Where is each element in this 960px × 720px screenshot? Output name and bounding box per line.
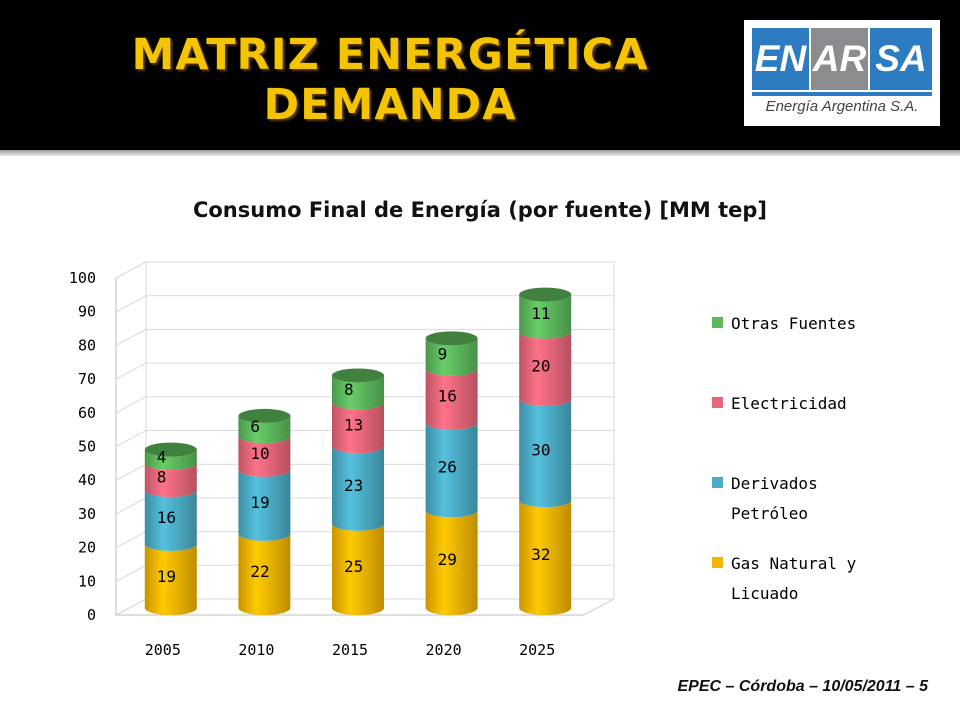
- logo-part-en: EN: [752, 28, 809, 90]
- gridline: [115, 295, 614, 313]
- y-tick-label: 40: [78, 471, 96, 489]
- data-label: 11: [531, 304, 550, 323]
- data-label: 23: [344, 476, 363, 495]
- bar-segment: [144, 543, 197, 615]
- bar-segment: [332, 523, 384, 615]
- x-tick-label: 2010: [238, 641, 274, 659]
- data-label: 16: [157, 508, 176, 527]
- slide-footer: EPEC – Córdoba – 10/05/2011 – 5: [677, 678, 929, 695]
- y-tick-label: 10: [78, 572, 96, 590]
- chart-title: Consumo Final de Energía (por fuente) [M…: [192, 198, 768, 222]
- x-tick-label: 2005: [145, 641, 181, 659]
- bar-segment: [238, 415, 291, 444]
- slide-title-line-2: DEMANDA: [263, 80, 517, 130]
- legend-swatch: [712, 317, 723, 328]
- bar-segment: [425, 338, 478, 376]
- bar-segment: [332, 375, 384, 410]
- data-label: 19: [157, 567, 176, 586]
- y-tick-label: 70: [78, 370, 96, 388]
- bar-segment: [425, 422, 478, 518]
- y-tick-label: 30: [78, 505, 96, 523]
- enarsa-logo: EN AR SA Energía Argentina S.A.: [744, 20, 940, 126]
- y-tick-label: 20: [78, 539, 96, 557]
- bar-segment: [519, 399, 572, 508]
- gridline: [115, 328, 614, 346]
- logo-part-sa: SA: [870, 28, 932, 90]
- data-label: 26: [438, 457, 457, 476]
- bar-segment: [238, 533, 291, 615]
- data-label: 20: [531, 356, 550, 375]
- bar-segment: [238, 436, 291, 477]
- legend-label: Electricidad: [731, 394, 847, 413]
- legend-label: Gas Natural y: [731, 554, 857, 573]
- header-divider: [0, 150, 960, 156]
- legend-swatch: [712, 397, 723, 408]
- logo-subtitle: Energía Argentina S.A.: [765, 98, 919, 115]
- gridline: [115, 261, 614, 279]
- data-label: 29: [438, 550, 457, 569]
- y-tick-label: 60: [78, 404, 96, 422]
- bar-segment: [144, 449, 197, 471]
- x-tick-label: 2025: [519, 641, 555, 659]
- bar-segment: [519, 294, 572, 339]
- legend-label: Licuado: [731, 584, 798, 603]
- data-label: 32: [531, 545, 550, 564]
- bar-cap: [238, 408, 291, 423]
- legend-label: Otras Fuentes: [731, 314, 856, 333]
- slide-title-line-1: MATRIZ ENERGÉTICA: [131, 30, 649, 80]
- bar-segment: [519, 331, 572, 407]
- bar-segment: [425, 368, 478, 430]
- bar-segment: [238, 469, 291, 541]
- logo-part-ar: AR: [811, 28, 868, 90]
- x-tick-label: 2015: [332, 641, 368, 659]
- data-label: 22: [250, 562, 269, 581]
- data-label: 16: [438, 387, 457, 406]
- bar-segment: [144, 463, 197, 498]
- bar-cap: [519, 287, 572, 302]
- y-tick-label: 50: [78, 438, 96, 456]
- bar-segment: [332, 446, 384, 531]
- bar-cap: [332, 368, 384, 383]
- bar-cap: [425, 331, 478, 346]
- legend-swatch: [712, 477, 723, 488]
- data-label: 8: [344, 380, 354, 399]
- data-label: 8: [157, 468, 167, 487]
- x-tick-label: 2020: [426, 641, 462, 659]
- data-label: 10: [250, 444, 269, 463]
- logo-underline: [752, 92, 932, 96]
- data-label: 19: [250, 493, 269, 512]
- data-label: 30: [531, 441, 550, 460]
- data-label: 4: [157, 447, 167, 466]
- bar-cap: [144, 442, 197, 457]
- data-label: 6: [250, 417, 260, 436]
- bar-segment: [519, 500, 572, 615]
- y-tick-label: 0: [87, 606, 96, 624]
- legend-label: Petróleo: [731, 504, 808, 523]
- bar-segment: [425, 510, 478, 615]
- legend-label: Derivados: [731, 474, 818, 493]
- y-tick-label: 80: [78, 336, 96, 354]
- data-label: 25: [344, 557, 363, 576]
- bar-segment: [144, 490, 197, 551]
- legend-swatch: [712, 557, 723, 568]
- data-label: 9: [438, 345, 448, 364]
- bar-segment: [332, 402, 384, 454]
- y-tick-label: 90: [78, 303, 96, 321]
- y-tick-label: 100: [69, 269, 96, 287]
- data-label: 13: [344, 415, 363, 434]
